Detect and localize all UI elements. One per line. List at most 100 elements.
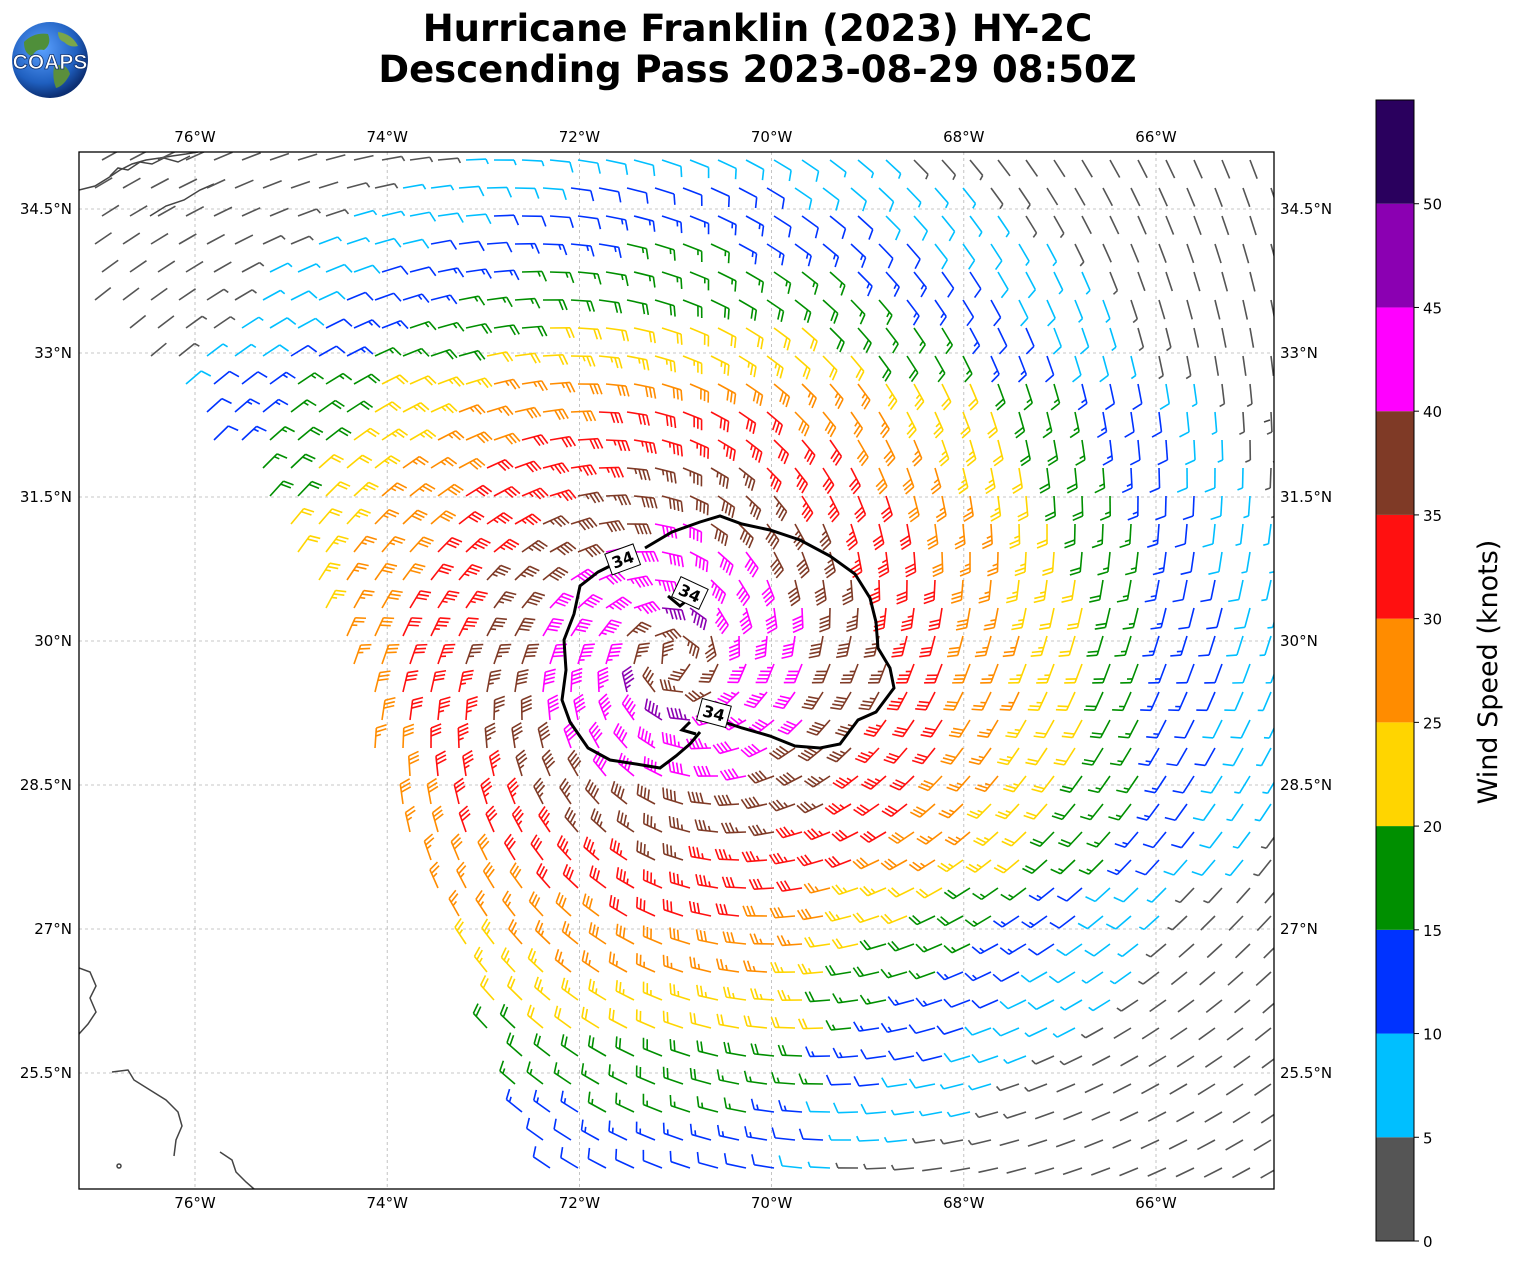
wind-barb bbox=[1239, 411, 1246, 435]
wind-barb bbox=[381, 643, 400, 665]
wind-barb bbox=[1085, 887, 1111, 903]
wind-barb bbox=[830, 691, 852, 711]
wind-barb bbox=[633, 159, 656, 177]
wind-barb bbox=[1165, 159, 1176, 179]
wind-barb bbox=[1204, 467, 1216, 493]
wind-barb bbox=[887, 1050, 915, 1061]
wind-barb bbox=[1186, 243, 1195, 264]
wind-barb bbox=[577, 437, 604, 450]
wind-barb bbox=[968, 383, 979, 411]
wind-barb bbox=[542, 515, 570, 528]
wind-barb bbox=[1221, 159, 1231, 179]
wind-barb bbox=[430, 563, 454, 581]
wind-barb bbox=[642, 1149, 663, 1169]
wind-barb bbox=[493, 159, 517, 166]
wind-barb bbox=[486, 186, 513, 198]
wind-barb bbox=[374, 182, 399, 189]
wind-barb bbox=[796, 551, 810, 579]
wind-barb bbox=[1214, 355, 1220, 376]
wind-barb bbox=[740, 796, 768, 810]
wind-barb bbox=[832, 993, 859, 1004]
wind-barb bbox=[409, 211, 437, 222]
wind-barb bbox=[407, 750, 420, 777]
wind-barb bbox=[381, 696, 396, 721]
wind-barb bbox=[346, 400, 374, 413]
wind-barb bbox=[526, 1061, 544, 1085]
wind-barb bbox=[745, 383, 764, 406]
wind-barb bbox=[745, 271, 765, 293]
wind-barb bbox=[1077, 383, 1088, 411]
wind-barb bbox=[528, 891, 544, 917]
wind-barb bbox=[521, 434, 549, 447]
wind-barb bbox=[854, 747, 880, 764]
wind-barb bbox=[437, 430, 465, 441]
wind-barb bbox=[1069, 411, 1080, 439]
wind-barb bbox=[853, 803, 880, 817]
wind-barb bbox=[742, 905, 768, 917]
wind-barb bbox=[1116, 999, 1139, 1012]
wind-barb bbox=[738, 299, 758, 321]
wind-barb bbox=[542, 243, 568, 256]
lon-tick-label-top: 74°W bbox=[366, 128, 408, 146]
wind-barb bbox=[919, 635, 936, 658]
wind-barb bbox=[715, 903, 740, 917]
wind-barb bbox=[1056, 1083, 1076, 1093]
wind-barb bbox=[792, 607, 804, 634]
wind-barb bbox=[1025, 159, 1039, 177]
wind-barb bbox=[805, 1046, 831, 1058]
wind-barb bbox=[661, 327, 683, 345]
wind-barb bbox=[828, 1134, 851, 1141]
wind-barb bbox=[346, 454, 373, 469]
wind-barb bbox=[856, 1135, 880, 1142]
wind-barb bbox=[626, 243, 649, 260]
wind-barb bbox=[766, 467, 782, 493]
wind-barb bbox=[875, 467, 888, 495]
wind-barb bbox=[667, 663, 691, 682]
wind-barb bbox=[1059, 1055, 1083, 1066]
wind-barb bbox=[936, 971, 964, 981]
wind-barb bbox=[913, 383, 925, 411]
wind-barb bbox=[1027, 691, 1048, 711]
wind-barb bbox=[995, 803, 1020, 820]
wind-barb bbox=[885, 215, 901, 241]
wind-barb bbox=[150, 232, 169, 245]
wind-barb bbox=[642, 1093, 663, 1113]
wind-barb bbox=[1003, 775, 1027, 793]
wind-barb bbox=[712, 741, 740, 755]
wind-barb bbox=[1089, 579, 1104, 603]
wind-barb bbox=[580, 1119, 600, 1141]
wind-barb bbox=[693, 765, 719, 777]
wind-barb bbox=[374, 617, 395, 637]
wind-barb bbox=[1109, 747, 1132, 766]
wind-barb bbox=[794, 299, 812, 323]
wind-barb bbox=[742, 960, 768, 973]
wind-barb bbox=[570, 667, 583, 693]
wind-barb bbox=[94, 232, 112, 245]
wind-barb bbox=[1142, 635, 1160, 657]
wind-barb bbox=[241, 207, 261, 217]
wind-barb bbox=[781, 635, 796, 660]
wind-barb bbox=[766, 355, 784, 379]
wind-barb bbox=[435, 750, 447, 777]
wind-barb bbox=[346, 291, 374, 301]
wind-barb bbox=[423, 833, 435, 861]
wind-barb bbox=[409, 536, 434, 553]
wind-barb bbox=[514, 669, 529, 693]
wind-barb bbox=[1096, 411, 1108, 439]
wind-barb bbox=[1206, 607, 1223, 630]
globe-logo-icon: COAPS bbox=[12, 22, 88, 98]
wind-barb bbox=[458, 349, 486, 361]
wind-barb bbox=[1018, 299, 1029, 327]
wind-barb bbox=[458, 295, 486, 306]
wind-barb bbox=[824, 855, 852, 868]
wind-barb bbox=[1263, 523, 1272, 546]
wind-barb bbox=[1158, 299, 1166, 320]
lat-tick-label-right: 33°N bbox=[1280, 344, 1318, 362]
wind-barb bbox=[346, 346, 374, 357]
wind-barb bbox=[549, 489, 577, 502]
wind-barb bbox=[850, 187, 867, 212]
wind-barb bbox=[1178, 943, 1195, 958]
wind-barb bbox=[748, 878, 775, 890]
wind-barb bbox=[1053, 271, 1064, 295]
